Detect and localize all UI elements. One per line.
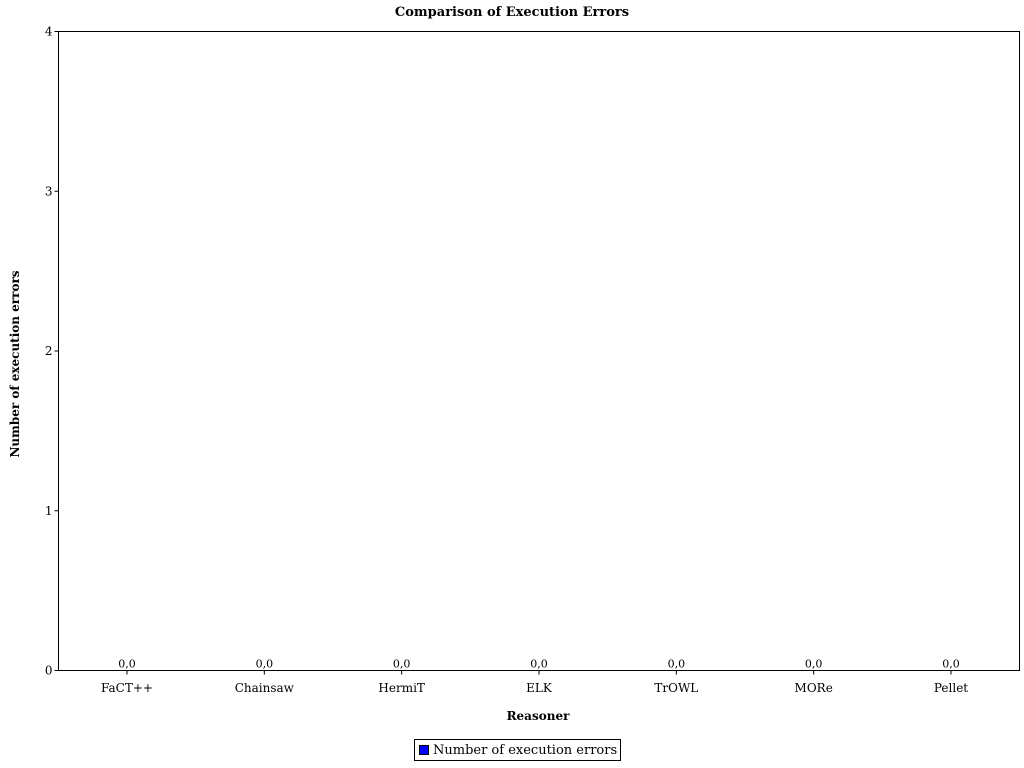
y-axis-title: Number of execution errors — [8, 270, 22, 457]
x-tick-label: TrOWL — [654, 681, 698, 695]
y-tick-label: 3 — [45, 184, 53, 198]
x-tick-label: Chainsaw — [235, 681, 295, 695]
bar-value-label: 0,0 — [668, 658, 686, 671]
x-axis: FaCT++ Chainsaw HermiT ELK TrOWL MORe Pellet — [101, 670, 968, 695]
y-tick-label: 4 — [45, 25, 53, 39]
bar-value-label: 0,0 — [805, 658, 823, 671]
x-tick-label: HermiT — [378, 681, 425, 695]
y-tick-label: 0 — [45, 664, 53, 678]
y-tick-label: 1 — [45, 504, 53, 518]
x-tick-label: Pellet — [934, 681, 968, 695]
x-axis-title: Reasoner — [507, 709, 571, 723]
data-labels: 0,0 0,0 0,0 0,0 0,0 0,0 0,0 — [118, 658, 960, 671]
y-axis: 0 1 2 3 4 — [45, 25, 59, 678]
bar-value-label: 0,0 — [942, 658, 960, 671]
legend-swatch — [419, 745, 429, 755]
x-tick-label: MORe — [795, 681, 833, 695]
x-tick-label: ELK — [526, 681, 553, 695]
bar-value-label: 0,0 — [393, 658, 411, 671]
chart-title: Comparison of Execution Errors — [395, 5, 629, 20]
bar-value-label: 0,0 — [256, 658, 274, 671]
plot-area — [58, 31, 1020, 671]
bar-value-label: 0,0 — [118, 658, 136, 671]
bar-value-label: 0,0 — [530, 658, 548, 671]
y-tick-label: 2 — [45, 344, 53, 358]
legend-label: Number of execution errors — [433, 742, 618, 758]
legend: Number of execution errors — [414, 739, 622, 761]
x-tick-label: FaCT++ — [101, 681, 153, 695]
